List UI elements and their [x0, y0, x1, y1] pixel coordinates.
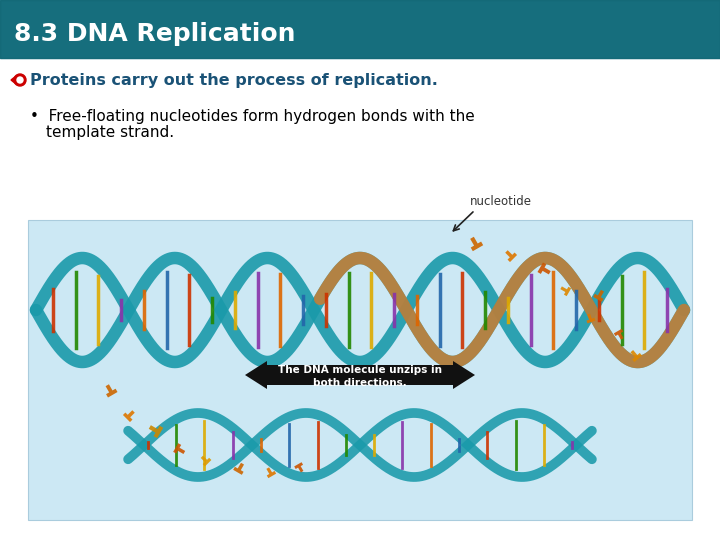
Polygon shape [538, 262, 551, 274]
Polygon shape [266, 467, 276, 478]
Text: The DNA molecule unzips in: The DNA molecule unzips in [278, 365, 442, 375]
Polygon shape [174, 443, 185, 454]
Polygon shape [201, 456, 212, 467]
Polygon shape [106, 384, 117, 397]
Polygon shape [593, 290, 604, 302]
Polygon shape [470, 237, 483, 251]
Text: •  Free-floating nucleotides form hydrogen bonds with the: • Free-floating nucleotides form hydroge… [30, 109, 474, 124]
Polygon shape [123, 410, 135, 422]
Circle shape [17, 77, 23, 83]
Polygon shape [294, 462, 303, 472]
Polygon shape [11, 76, 16, 84]
Text: Proteins carry out the process of replication.: Proteins carry out the process of replic… [30, 72, 438, 87]
Text: both directions.: both directions. [313, 378, 407, 388]
Text: template strand.: template strand. [46, 125, 174, 140]
Circle shape [14, 74, 26, 86]
Polygon shape [245, 361, 475, 389]
Polygon shape [233, 463, 244, 475]
Bar [0, 0, 720, 58]
Polygon shape [587, 314, 595, 323]
Polygon shape [560, 286, 571, 296]
Bar [28, 220, 692, 520]
Bar [0, 0, 720, 58]
Text: nucleotide: nucleotide [470, 195, 532, 208]
Polygon shape [631, 350, 642, 362]
Polygon shape [505, 250, 517, 262]
Text: 8.3 DNA Replication: 8.3 DNA Replication [14, 22, 295, 46]
Polygon shape [614, 329, 624, 340]
Polygon shape [149, 425, 163, 438]
